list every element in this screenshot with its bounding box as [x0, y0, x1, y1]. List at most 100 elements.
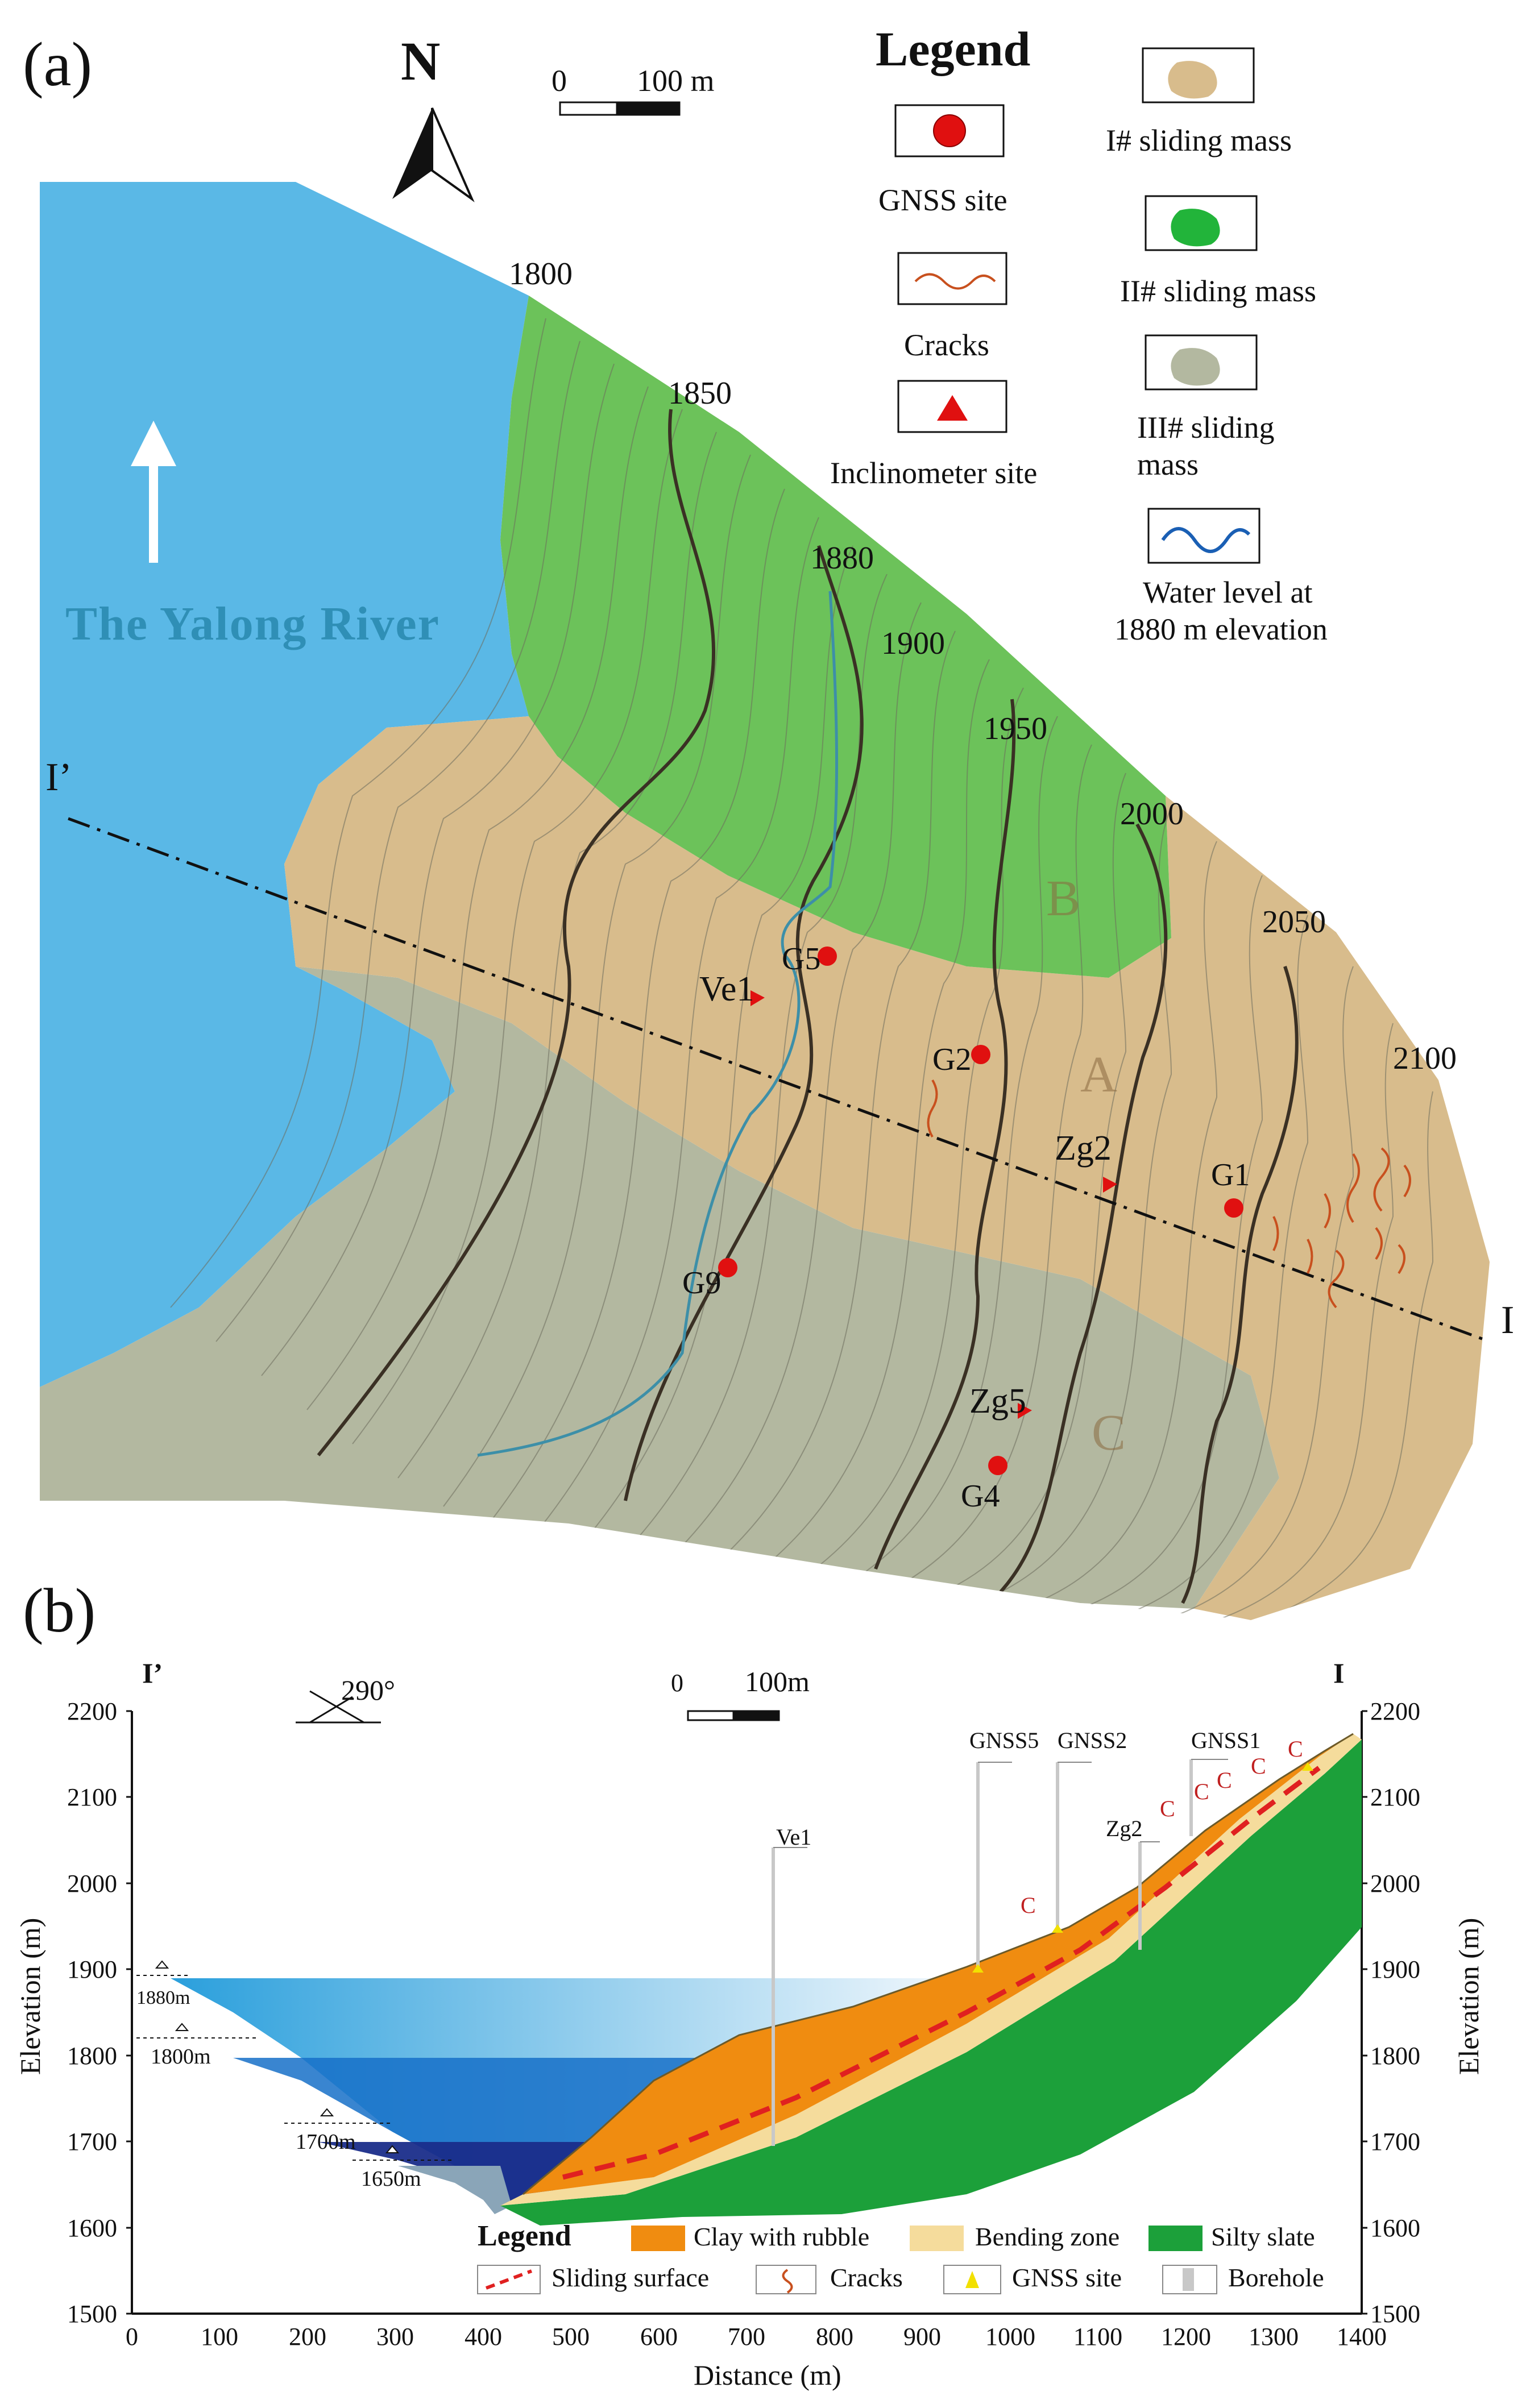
- section-start-label: I’: [45, 755, 72, 799]
- x-tick-0: 0: [126, 2323, 138, 2351]
- y-tick-right-2100: 2100: [1370, 1783, 1420, 1811]
- legend-b-slate-swatch: [1148, 2226, 1203, 2251]
- sliding-mass-3: [40, 966, 1279, 1609]
- legend-b-borehole: Borehole: [1228, 2263, 1324, 2292]
- crack-mark-3: C: [1194, 1779, 1209, 1804]
- site-label-g5: G5: [782, 941, 820, 977]
- site-label-g2: G2: [932, 1042, 971, 1077]
- borehole-leaders: [773, 1759, 1228, 1848]
- ground-surface: [523, 1733, 1354, 2195]
- water-level-line: [477, 591, 839, 1457]
- legend-a-water-line2: 1880 m elevation: [1114, 612, 1328, 646]
- inclinometer-zg5-icon: [1018, 1403, 1032, 1419]
- scale-bar-a-zero: 0: [552, 64, 567, 98]
- section-gnss2-icon: [1052, 1924, 1063, 1933]
- crack-symbols: [927, 1079, 1411, 1309]
- contour-label-2000: 2000: [1120, 796, 1184, 832]
- gnss-markers-section: [972, 1762, 1313, 1973]
- boreholes: [772, 1759, 1193, 2146]
- water-level-1800: 1800m: [151, 2045, 211, 2069]
- contour-label-2050: 2050: [1262, 904, 1326, 940]
- inclinometer-ve1-icon: [751, 990, 765, 1006]
- site-label-g9: G9: [682, 1265, 721, 1301]
- crack-mark-6: C: [1288, 1736, 1303, 1762]
- x-tick-100: 100: [201, 2323, 238, 2351]
- scale-bar-a: [559, 101, 681, 116]
- y-ticks-left: [126, 1710, 132, 2315]
- y-tick-right-1900: 1900: [1370, 1956, 1420, 1983]
- panel-b: (b) I’ I 290° 0 100m: [14, 1576, 1485, 2391]
- legend-section-crack-icon: [782, 2269, 793, 2294]
- y-axis-title-right: Elevation (m): [1453, 1918, 1485, 2075]
- contour-label-1850: 1850: [668, 376, 732, 411]
- legend-a-mass1: I# sliding mass: [1106, 123, 1292, 157]
- legend-b-bending: Bending zone: [975, 2222, 1119, 2251]
- river: [40, 182, 529, 1387]
- site-label-zg2: Zg2: [1055, 1129, 1112, 1168]
- contour-label-1800: 1800: [509, 256, 573, 292]
- gnss-site-g4-icon: [988, 1456, 1007, 1475]
- y-tick-left-2200: 2200: [67, 1697, 117, 1725]
- x-axis-title: Distance (m): [694, 2359, 841, 2391]
- legend-inclinometer-icon: [937, 395, 968, 421]
- borehole-label-gnss5: GNSS5: [969, 1728, 1039, 1753]
- legend-b: Legend Clay with rubble Bending zone Sil…: [477, 2220, 1324, 2294]
- section-gnss1-icon: [1302, 1762, 1313, 1771]
- legend-gnss-icon: [933, 114, 966, 147]
- y-tick-left-2100: 2100: [67, 1783, 117, 1811]
- water-level-1700: 1700m: [296, 2130, 356, 2154]
- x-tick-400: 400: [465, 2323, 502, 2351]
- water-level-markers: [136, 1960, 455, 2161]
- legend-b-clay-swatch: [631, 2226, 685, 2251]
- legend-a-title: Legend: [876, 22, 1030, 76]
- north-arrow-icon: [392, 107, 475, 202]
- legend-b-slate: Silty slate: [1211, 2222, 1315, 2251]
- section-gnss5-icon: [972, 1964, 984, 1973]
- y-tick-left-1800: 1800: [67, 2042, 117, 2070]
- legend-a-gnss: GNSS site: [878, 183, 1007, 217]
- section-end-label: I: [1501, 1298, 1514, 1342]
- gnss-site-g5-icon: [818, 946, 837, 966]
- panel-b-label: (b): [23, 1576, 96, 1645]
- clay-rubble-layer: [523, 1734, 1353, 2194]
- sliding-surface-line: [562, 1766, 1321, 2180]
- panel-a-label: (a): [23, 30, 92, 99]
- x-tick-600: 600: [640, 2323, 678, 2351]
- gnss-site-g2-icon: [971, 1045, 990, 1064]
- flow-arrow-icon: [131, 421, 176, 563]
- major-contours: [317, 409, 1299, 1604]
- x-tick-1300: 1300: [1249, 2323, 1299, 2351]
- y-axis-title-left: Elevation (m): [14, 1918, 46, 2075]
- site-label-g4: G4: [961, 1479, 1000, 1514]
- legend-b-sliding: Sliding surface: [552, 2263, 709, 2292]
- legend-b-gnss: GNSS site: [1012, 2263, 1122, 2292]
- legend-a: Legend GNSS site Cracks Inclinometer sit…: [830, 22, 1328, 646]
- legend-sliding-surface-icon: [485, 2269, 533, 2290]
- legend-water-level-icon: [1161, 527, 1251, 553]
- legend-section-gnss-icon: [965, 2271, 979, 2288]
- y-tick-right-2200: 2200: [1370, 1697, 1420, 1725]
- x-tick-1400: 1400: [1337, 2323, 1387, 2351]
- x-tick-1100: 1100: [1073, 2323, 1122, 2351]
- gnss-site-g9-icon: [718, 1258, 737, 1277]
- y-tick-right-1600: 1600: [1370, 2214, 1420, 2242]
- crack-mark-1: C: [1021, 1892, 1036, 1918]
- silty-slate-layer: [500, 1739, 1362, 2226]
- scale-bar-a-length: 100 m: [637, 64, 715, 98]
- gnss-site-g1-icon: [1224, 1198, 1243, 1218]
- legend-a-mass2: II# sliding mass: [1120, 274, 1316, 308]
- zone-label-a: A: [1080, 1047, 1117, 1103]
- y-tick-right-1800: 1800: [1370, 2042, 1420, 2070]
- x-tick-300: 300: [376, 2323, 414, 2351]
- y-tick-left-1700: 1700: [67, 2128, 117, 2156]
- x-tick-1000: 1000: [985, 2323, 1035, 2351]
- legend-a-cracks: Cracks: [904, 328, 989, 362]
- contour-label-2100: 2100: [1393, 1041, 1457, 1076]
- y-ticks-right: [1362, 1710, 1367, 2315]
- legend-mass1-icon: [1168, 61, 1217, 99]
- y-tick-right-2000: 2000: [1370, 1870, 1420, 1898]
- inclinometer-zg2-icon: [1103, 1177, 1117, 1193]
- borehole-label-ve1: Ve1: [776, 1824, 811, 1850]
- legend-borehole-icon: [1183, 2268, 1194, 2291]
- legend-b-cracks: Cracks: [830, 2263, 903, 2292]
